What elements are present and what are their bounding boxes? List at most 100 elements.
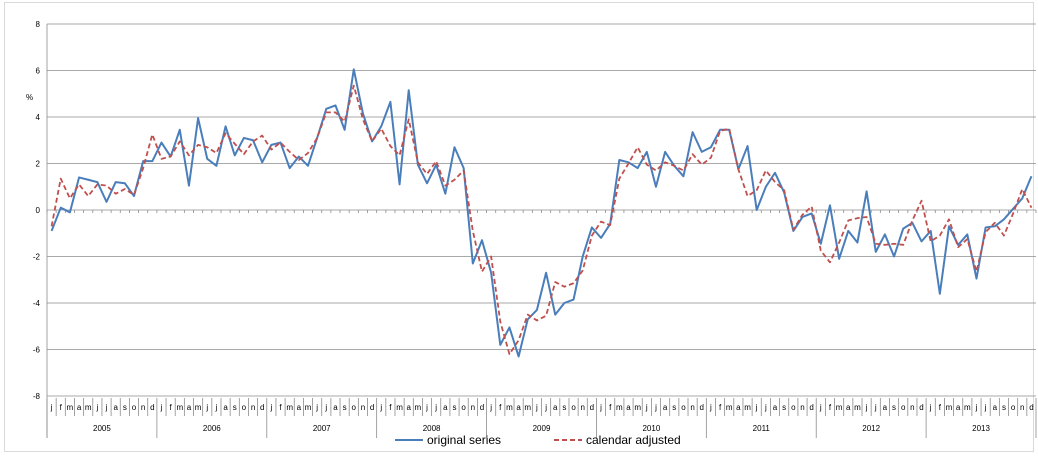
- month-tick-label: a: [773, 403, 778, 412]
- year-tick-label: 2008: [423, 424, 441, 433]
- month-tick-label: n: [1020, 403, 1024, 412]
- legend-label: calendar adjusted: [586, 433, 681, 447]
- month-tick-label: a: [663, 403, 668, 412]
- month-tick-label: m: [726, 403, 733, 412]
- month-tick-label: a: [223, 403, 228, 412]
- month-tick-label: j: [874, 403, 877, 412]
- month-tick-label: d: [480, 403, 484, 412]
- month-tick-label: a: [626, 403, 631, 412]
- y-axis: -8 -6 -4 -2 0 2 4 6 8: [33, 20, 48, 438]
- month-tick-label: d: [809, 403, 813, 412]
- month-tick-label: j: [324, 403, 327, 412]
- month-tick-label: j: [599, 403, 602, 412]
- month-tick-label: j: [95, 403, 98, 412]
- y-tick-label: -8: [33, 392, 41, 401]
- year-tick-label: 2006: [203, 424, 221, 433]
- month-tick-label: j: [984, 403, 987, 412]
- year-tick-label: 2009: [533, 424, 551, 433]
- month-tick-label: f: [609, 403, 612, 412]
- month-tick-label: j: [105, 403, 108, 412]
- month-tick-label: o: [681, 403, 686, 412]
- month-tick-label: s: [233, 403, 237, 412]
- month-tick-label: m: [744, 403, 751, 412]
- month-tick-label: n: [141, 403, 145, 412]
- month-tick-label: o: [242, 403, 247, 412]
- month-tick-label: a: [77, 403, 82, 412]
- month-tick-label: j: [425, 403, 428, 412]
- y-tick-label: -6: [33, 346, 41, 355]
- month-tick-label: m: [506, 403, 513, 412]
- month-tick-label: f: [829, 403, 832, 412]
- month-tick-label: o: [791, 403, 796, 412]
- month-tick-label: j: [50, 403, 53, 412]
- month-tick-label: m: [67, 403, 74, 412]
- month-tick-label: d: [919, 403, 923, 412]
- series-calendar-adjusted-line: [50, 84, 1033, 356]
- month-tick-label: j: [764, 403, 767, 412]
- month-tick-label: j: [160, 403, 163, 412]
- month-tick-label: m: [305, 403, 312, 412]
- month-tick-label: j: [269, 403, 272, 412]
- month-tick-label: n: [690, 403, 694, 412]
- legend-label: original series: [427, 433, 501, 447]
- month-tick-label: j: [489, 403, 492, 412]
- month-tick-label: m: [176, 403, 183, 412]
- month-tick-label: j: [544, 403, 547, 412]
- month-tick-label: m: [85, 403, 92, 412]
- month-tick-label: s: [343, 403, 347, 412]
- month-tick-label: o: [571, 403, 576, 412]
- month-tick-label: m: [836, 403, 843, 412]
- month-tick-label: m: [854, 403, 861, 412]
- y-tick-label: 8: [36, 20, 41, 29]
- month-tick-label: a: [846, 403, 851, 412]
- month-tick-label: d: [1029, 403, 1033, 412]
- month-tick-label: m: [286, 403, 293, 412]
- month-tick-label: n: [471, 403, 475, 412]
- month-tick-label: f: [170, 403, 173, 412]
- month-tick-label: a: [993, 403, 998, 412]
- month-tick-label: m: [946, 403, 953, 412]
- legend: original series calendar adjusted: [395, 433, 681, 447]
- chart-frame: [4, 2, 1034, 452]
- series-original-line: [50, 68, 1033, 358]
- month-tick-label: o: [1011, 403, 1016, 412]
- month-tick-label: s: [123, 403, 127, 412]
- month-tick-label: f: [499, 403, 502, 412]
- month-tick-label: f: [389, 403, 392, 412]
- year-tick-label: 2013: [972, 424, 990, 433]
- month-tick-label: a: [406, 403, 411, 412]
- month-tick-label: n: [361, 403, 365, 412]
- month-tick-label: j: [929, 403, 932, 412]
- month-tick-label: a: [883, 403, 888, 412]
- month-tick-label: m: [964, 403, 971, 412]
- month-tick-label: j: [755, 403, 758, 412]
- month-tick-label: n: [251, 403, 255, 412]
- month-tick-label: s: [1002, 403, 1006, 412]
- y-axis-label: %: [26, 93, 33, 102]
- month-tick-label: s: [782, 403, 786, 412]
- month-tick-label: a: [516, 403, 521, 412]
- grid-lines: [47, 23, 1036, 397]
- y-tick-label: 2: [36, 160, 41, 169]
- month-tick-label: f: [60, 403, 63, 412]
- month-tick-label: a: [113, 403, 118, 412]
- year-tick-label: 2010: [642, 424, 660, 433]
- y-tick-label: 0: [36, 206, 41, 215]
- year-tick-label: 2007: [313, 424, 331, 433]
- y-tick-label: -4: [33, 299, 41, 308]
- month-tick-label: f: [279, 403, 282, 412]
- month-tick-label: s: [892, 403, 896, 412]
- month-tick-label: a: [553, 403, 558, 412]
- month-tick-label: a: [956, 403, 961, 412]
- month-tick-label: d: [150, 403, 154, 412]
- month-tick-label: j: [434, 403, 437, 412]
- month-tick-label: j: [379, 403, 382, 412]
- month-tick-label: j: [215, 403, 218, 412]
- month-tick-label: j: [205, 403, 208, 412]
- month-tick-label: f: [719, 403, 722, 412]
- month-tick-label: j: [535, 403, 538, 412]
- month-tick-label: d: [590, 403, 594, 412]
- month-tick-label: m: [195, 403, 202, 412]
